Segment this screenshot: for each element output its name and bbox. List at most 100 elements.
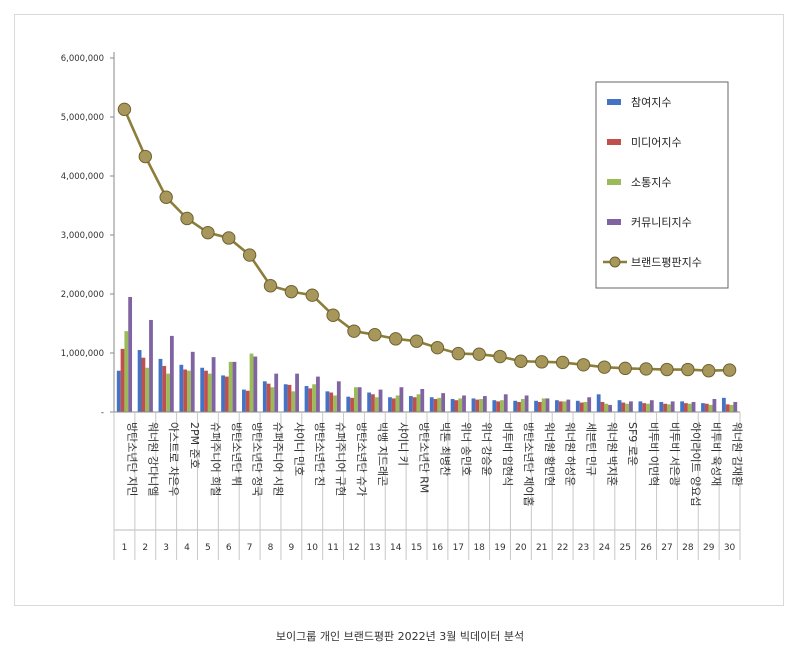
rank-label-15: 15 <box>411 543 422 553</box>
bar-참여지수-25 <box>617 400 622 412</box>
bar-커뮤니티지수-17 <box>462 395 466 412</box>
line-point-25 <box>618 361 632 376</box>
bar-참여지수-12 <box>346 396 351 412</box>
line-point-1 <box>117 102 132 117</box>
line-point-17 <box>451 346 465 361</box>
y-tick-label: 6,000,000 <box>61 54 104 64</box>
bar-미디어지수-1 <box>120 348 125 412</box>
line-point-15 <box>409 334 424 348</box>
bar-미디어지수-8 <box>266 383 271 412</box>
line-point-16 <box>430 340 445 355</box>
category-label-21: 워너원 황민현 <box>543 422 556 486</box>
bar-미디어지수-10 <box>308 388 313 412</box>
bar-미디어지수-2 <box>141 357 146 412</box>
bar-소통지수-16 <box>437 397 442 412</box>
bar-커뮤니티지수-15 <box>420 388 425 412</box>
bar-소통지수-24 <box>604 403 609 412</box>
bar-참여지수-11 <box>325 391 330 412</box>
category-label-8: 슈퍼주니어 시원 <box>272 422 285 496</box>
bar-참여지수-14 <box>388 397 392 412</box>
category-label-13: 빅뱅 지드래곤 <box>376 422 389 486</box>
category-label-12: 방탄소년단 슈가 <box>355 422 368 496</box>
bar-미디어지수-20 <box>517 401 521 412</box>
bar-커뮤니티지수-6 <box>232 361 237 412</box>
rank-label-24: 24 <box>599 543 611 553</box>
rank-label-17: 17 <box>453 543 464 553</box>
bar-커뮤니티지수-29 <box>712 399 717 412</box>
rank-label-29: 29 <box>703 543 715 553</box>
bar-소통지수-4 <box>187 370 191 412</box>
line-point-13 <box>368 328 382 342</box>
category-label-5: 슈퍼주니어 희철 <box>209 422 222 496</box>
line-point-5 <box>201 225 215 240</box>
rank-label-7: 7 <box>247 543 253 553</box>
legend-label-3: 소통지수 <box>631 176 671 189</box>
bar-참여지수-19 <box>492 400 497 412</box>
bar-커뮤니티지수-24 <box>608 404 612 412</box>
bar-커뮤니티지수-11 <box>336 381 341 412</box>
bar-커뮤니티지수-14 <box>399 387 404 412</box>
bar-참여지수-15 <box>408 396 413 412</box>
rank-label-22: 22 <box>557 543 568 553</box>
bar-커뮤니티지수-2 <box>149 319 153 412</box>
bar-커뮤니티지수-5 <box>211 357 216 412</box>
legend-swatch-4 <box>607 219 621 225</box>
line-point-3 <box>159 190 173 204</box>
bar-소통지수-28 <box>687 403 692 412</box>
bar-커뮤니티지수-25 <box>629 401 633 412</box>
rank-label-8: 8 <box>268 543 274 553</box>
category-label-24: 워너원 박지훈 <box>605 422 618 486</box>
category-label-18: 위너 강승윤 <box>480 422 493 476</box>
bar-미디어지수-16 <box>433 399 438 412</box>
bar-미디어지수-25 <box>621 402 626 412</box>
bar-커뮤니티지수-16 <box>441 393 446 412</box>
rank-label-4: 4 <box>184 543 190 553</box>
category-label-1: 방탄소년단 지민 <box>125 422 138 496</box>
bar-소통지수-10 <box>312 384 317 412</box>
legend-label-2: 미디어지수 <box>631 136 682 149</box>
bar-소통지수-18 <box>479 399 483 412</box>
bar-소통지수-22 <box>562 401 567 412</box>
line-point-20 <box>514 354 528 368</box>
category-label-17: 위너 송민호 <box>459 422 472 476</box>
brand-reputation-line <box>117 102 737 378</box>
bar-소통지수-3 <box>166 373 170 412</box>
bar-미디어지수-19 <box>496 401 501 412</box>
bar-참여지수-21 <box>534 400 538 412</box>
rank-label-23: 23 <box>578 543 589 553</box>
rank-label-10: 10 <box>307 543 319 553</box>
line-point-14 <box>389 332 403 346</box>
rank-label-5: 5 <box>205 543 211 553</box>
bar-미디어지수-29 <box>704 403 709 412</box>
y-tick-label: 4,000,000 <box>61 172 104 182</box>
category-label-19: 비투비 임현식 <box>501 422 514 486</box>
category-label-6: 방탄소년단 뷔 <box>230 422 243 486</box>
bar-참여지수-8 <box>262 381 267 412</box>
rank-label-3: 3 <box>163 543 169 553</box>
bar-커뮤니티지수-3 <box>169 335 174 412</box>
bar-커뮤니티지수-22 <box>566 399 571 412</box>
rank-label-21: 21 <box>536 543 547 553</box>
category-label-22: 워너원 하성운 <box>564 422 578 486</box>
category-label-3: 아스트로 차은우 <box>167 422 180 496</box>
bar-소통지수-12 <box>353 387 358 412</box>
category-label-26: 비투비 이민혁 <box>647 422 660 486</box>
bar-미디어지수-24 <box>600 401 605 412</box>
bar-소통지수-21 <box>541 398 546 412</box>
line-point-11 <box>326 308 340 322</box>
bar-소통지수-2 <box>145 367 150 412</box>
rank-label-2: 2 <box>142 543 148 553</box>
category-label-4: 2PM 준호 <box>188 422 201 469</box>
bar-소통지수-11 <box>333 395 337 412</box>
bar-미디어지수-15 <box>412 397 417 412</box>
bar-series <box>116 296 738 412</box>
bar-미디어지수-27 <box>663 403 667 412</box>
bar-참여지수-7 <box>242 389 246 412</box>
rank-label-25: 25 <box>620 543 631 553</box>
category-label-29: 비투비 육성재 <box>710 422 723 486</box>
bar-커뮤니티지수-20 <box>524 395 529 412</box>
bar-커뮤니티지수-28 <box>691 401 696 412</box>
bar-커뮤니티지수-9 <box>295 373 299 412</box>
bar-커뮤니티지수-13 <box>378 389 383 412</box>
